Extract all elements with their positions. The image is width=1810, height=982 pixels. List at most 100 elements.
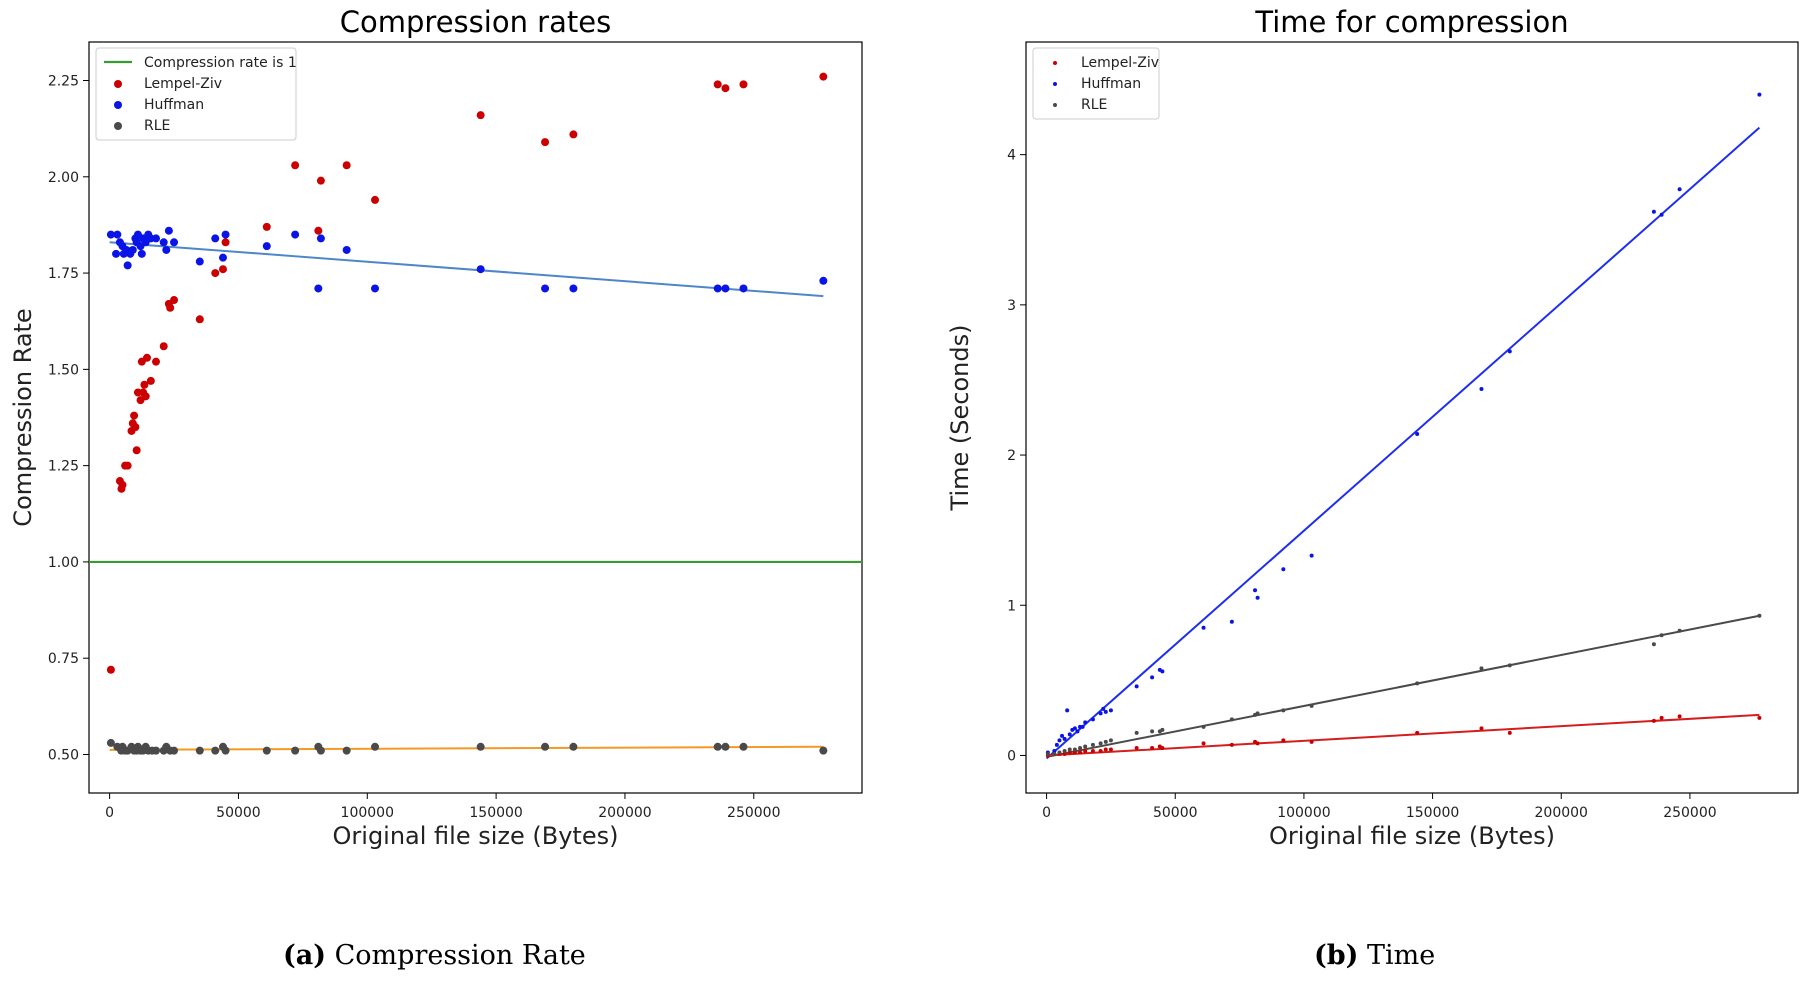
x-axis-label: Original file size (Bytes) <box>1269 822 1555 850</box>
data-point-huffman <box>342 245 351 254</box>
data-point-rle <box>1659 633 1664 638</box>
data-point-huffman <box>291 230 300 239</box>
data-point-rle <box>1052 751 1057 756</box>
data-point-huffman <box>1677 187 1682 192</box>
data-point-lempel-ziv <box>106 665 115 674</box>
data-point-huffman <box>1057 738 1062 743</box>
data-point-rle <box>1415 681 1420 686</box>
data-point-rle <box>1057 750 1062 755</box>
data-point-rle <box>106 738 115 747</box>
data-point-rle <box>316 746 325 755</box>
data-point-huffman <box>569 284 578 293</box>
y-tick-label: 2 <box>1007 448 1016 464</box>
data-point-lempel-ziv <box>1078 750 1083 755</box>
data-point-lempel-ziv <box>1415 730 1420 735</box>
plot-frame <box>1025 41 1799 794</box>
data-point-rle <box>1090 742 1095 747</box>
caption-b: (b) Time <box>1314 940 1435 971</box>
data-point-lempel-ziv <box>1098 748 1103 753</box>
legend-swatch-rle <box>114 122 122 130</box>
data-point-rle <box>1160 727 1165 732</box>
x-tick-label: 100000 <box>1277 805 1330 821</box>
data-point-huffman <box>1281 567 1286 572</box>
data-point-huffman <box>1103 709 1108 714</box>
data-point-lempel-ziv <box>170 296 179 305</box>
data-point-huffman <box>1090 717 1095 722</box>
data-point-lempel-ziv <box>140 380 149 389</box>
x-axis-label: Original file size (Bytes) <box>333 822 619 850</box>
legend-box <box>95 47 297 141</box>
data-point-huffman <box>221 230 230 239</box>
data-point-huffman <box>123 261 132 270</box>
y-tick-label: 1.25 <box>48 459 79 475</box>
data-point-lempel-ziv <box>130 411 139 420</box>
legend-label-huffman: Huffman <box>1081 76 1141 92</box>
legend-box <box>1032 47 1160 120</box>
y-tick-label: 0 <box>1007 748 1016 764</box>
data-point-lempel-ziv <box>1134 745 1139 750</box>
trend-line <box>1046 614 1760 758</box>
caption-b-label: (b) <box>1314 940 1359 971</box>
data-point-rle <box>1083 744 1088 749</box>
y-axis-label: Time (Seconds) <box>946 325 974 512</box>
x-tick-label: 150000 <box>469 805 522 821</box>
data-point-lempel-ziv <box>569 130 578 139</box>
legend-swatch-huffman <box>1053 82 1057 86</box>
data-point-huffman <box>1160 669 1165 674</box>
series-huffman <box>1045 92 1762 755</box>
data-point-rle <box>170 746 179 755</box>
trend-line <box>109 241 824 298</box>
y-tick-label: 2.00 <box>48 170 79 186</box>
data-point-huffman <box>1052 748 1057 753</box>
data-point-huffman <box>1098 711 1103 716</box>
data-point-lempel-ziv <box>739 80 748 89</box>
series-rle <box>106 738 828 755</box>
chart-title: Compression rates <box>340 5 611 39</box>
x-tick-label: 250000 <box>727 805 780 821</box>
chart-title: Time for compression <box>1254 5 1568 39</box>
data-point-lempel-ziv <box>314 226 323 235</box>
data-point-huffman <box>106 230 115 239</box>
data-point-rle <box>1229 717 1234 722</box>
data-point-rle <box>1651 642 1656 647</box>
series-huffman <box>106 226 828 293</box>
data-point-huffman <box>211 234 220 243</box>
data-point-huffman <box>713 284 722 293</box>
data-point-lempel-ziv <box>123 461 132 470</box>
data-point-huffman <box>1134 684 1139 689</box>
data-point-rle <box>1103 739 1108 744</box>
data-point-lempel-ziv <box>1651 718 1656 723</box>
legend-swatch-huffman <box>114 101 122 109</box>
data-point-rle <box>1134 730 1139 735</box>
data-point-huffman <box>262 242 271 251</box>
data-point-huffman <box>541 284 550 293</box>
data-point-rle <box>1479 666 1484 671</box>
data-point-lempel-ziv <box>1229 742 1234 747</box>
data-point-huffman <box>151 234 160 243</box>
data-point-huffman <box>1479 386 1484 391</box>
data-point-huffman <box>137 249 146 258</box>
x-tick-label: 200000 <box>1535 805 1588 821</box>
data-point-huffman <box>1659 212 1664 217</box>
data-point-lempel-ziv <box>1160 745 1165 750</box>
series-rle <box>1045 613 1762 756</box>
x-tick-label: 100000 <box>341 805 394 821</box>
data-point-rle <box>371 742 380 751</box>
data-point-lempel-ziv <box>371 195 380 204</box>
data-point-lempel-ziv <box>1281 738 1286 743</box>
data-point-lempel-ziv <box>316 176 325 185</box>
x-tick-label: 50000 <box>216 805 261 821</box>
data-point-lempel-ziv <box>151 357 160 366</box>
data-point-huffman <box>1075 729 1080 734</box>
data-point-lempel-ziv <box>1108 747 1113 752</box>
data-point-huffman <box>1060 733 1065 738</box>
data-point-huffman <box>1067 732 1072 737</box>
legend-label-rle: RLE <box>1081 97 1107 113</box>
data-point-rle <box>1255 711 1260 716</box>
x-tick-label: 200000 <box>598 805 651 821</box>
data-point-rle <box>195 746 204 755</box>
data-point-lempel-ziv <box>1062 751 1067 756</box>
data-point-huffman <box>371 284 380 293</box>
data-point-huffman <box>1255 595 1260 600</box>
data-point-lempel-ziv <box>1507 730 1512 735</box>
